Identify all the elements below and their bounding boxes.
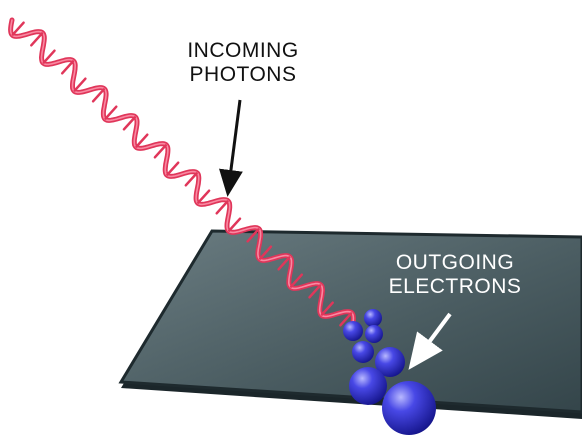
photon-twist [289,273,304,288]
photons-arrow [219,99,243,197]
incoming-photons-label-line2: PHOTONS [189,63,297,86]
incoming-photons-label-line1: INCOMING [187,39,299,62]
photon-twist [320,301,334,316]
electron [352,341,374,363]
photon-twist [73,77,87,92]
photon-twist [277,256,291,271]
photon-twist [104,105,118,120]
photon-twist [184,172,198,187]
photon-twist [122,116,137,131]
outgoing-electrons-label-line1: OUTGOING [395,251,515,274]
outgoing-electrons-label-line2: ELECTRONS [388,275,522,298]
photon-twist [339,312,353,327]
photon-wave [8,17,356,331]
photon-twist [258,245,273,260]
photon-twist [11,21,25,36]
outgoing-electrons-label: OUTGOING ELECTRONS [365,251,545,299]
photon-twist [227,217,242,232]
photon-twist [308,284,322,299]
electrons-arrow [408,312,452,370]
photon-twist [91,88,106,103]
electron [382,381,436,435]
photon-twist [246,228,260,243]
photon-twist [42,49,56,64]
electron [375,347,405,377]
photon-twist [135,133,149,148]
photon-twist [166,161,180,176]
photon-twist [153,144,167,159]
incoming-photons-label: INCOMING PHOTONS [168,39,318,87]
photon-twist [60,60,75,75]
electron [365,325,383,343]
photon-twist [30,32,44,47]
electron [343,321,363,341]
electron-cluster [343,309,436,435]
photon-twist [215,200,229,215]
photon-twist [197,189,211,204]
electron [349,367,387,405]
electron [364,309,382,327]
